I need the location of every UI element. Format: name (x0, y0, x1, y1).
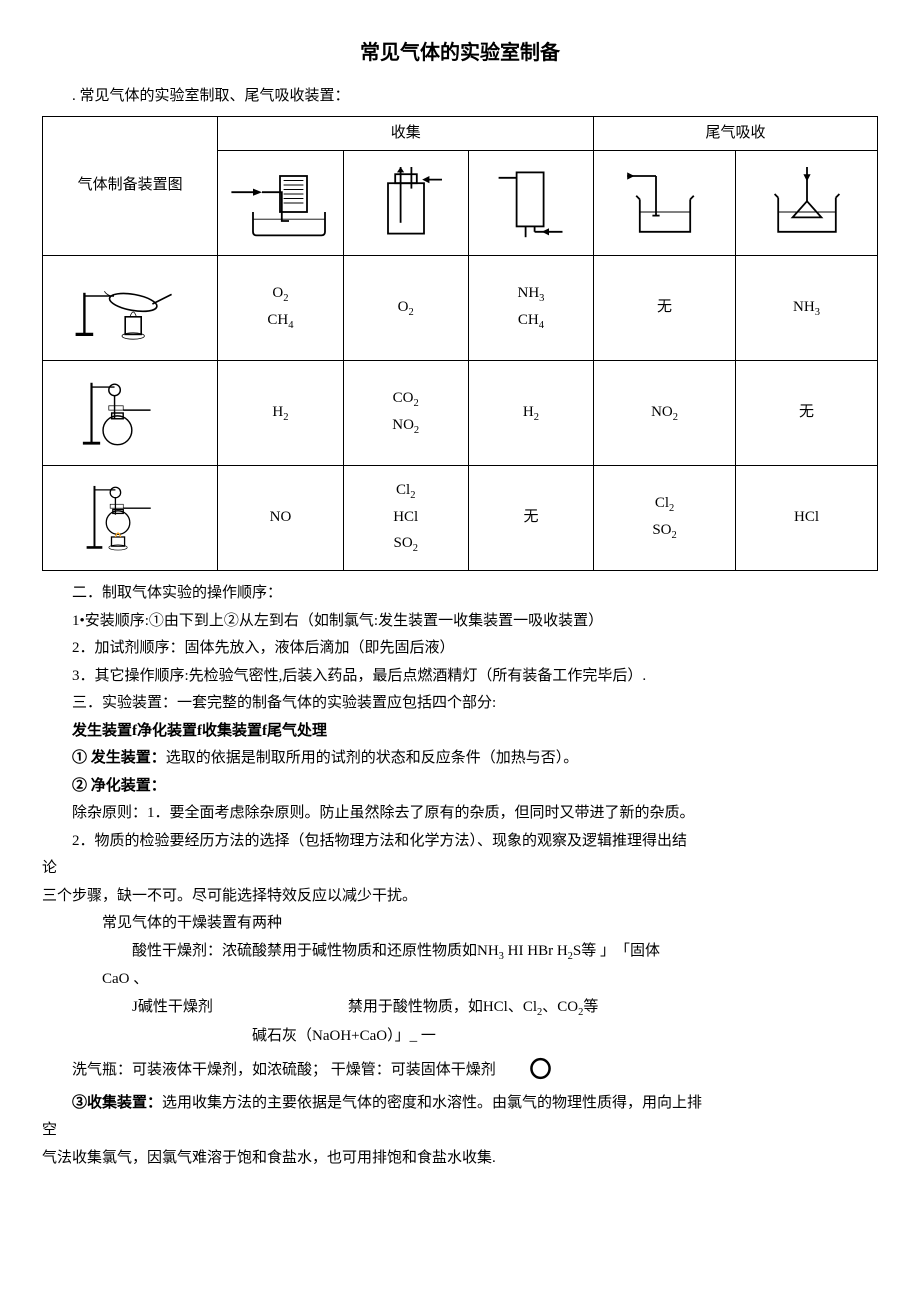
sec3-3-label: ③收集装置： (72, 1095, 162, 1111)
dry-l4-text: 洗气瓶：可装液体干燥剂，如浓硫酸； 干燥管：可装固体干燥剂 (72, 1062, 500, 1078)
header-collect: 收集 (218, 116, 594, 151)
sec2-line3: 3．其它操作顺序:先检验气密性,后装入药品，最后点燃酒精灯（所有装备工作完毕后）… (42, 664, 878, 690)
table-row: H2 CO2NO2 H2 NO2 无 (43, 361, 878, 466)
sec3-2-p1: 除杂原则：1．要全面考虑除杂原则。防止虽然除去了原有的杂质，但同时又带进了新的杂… (42, 801, 878, 827)
bottle-down-icon (473, 167, 589, 239)
dry-title: 常见气体的干燥装置有两种 (42, 911, 878, 937)
dry-l1-text: 酸性干燥剂：浓硫酸禁用于碱性物质和还原性物质如NH3 HI HBr H2S等 」… (132, 943, 660, 959)
diagram-bottle-down (468, 151, 593, 256)
table-cell: 无 (736, 361, 878, 466)
dry-l1b: CaO 、 (42, 967, 878, 993)
apparatus-funnel-flask-heat (43, 466, 218, 571)
tail-funnel-icon (740, 167, 873, 239)
cell-text: NH3CH4 (518, 285, 545, 328)
header-tail: 尾气吸收 (594, 116, 878, 151)
cell-text: Cl2SO2 (652, 495, 676, 538)
diagram-tail-funnel (736, 151, 878, 256)
table-cell: 无 (468, 466, 593, 571)
cell-text: H2 (272, 404, 288, 420)
cell-text: Cl2HClSO2 (393, 482, 418, 550)
dry-l3: 碱石灰（NaOH+CaO）」_ 一 (42, 1024, 878, 1050)
tail-beaker-icon (598, 167, 731, 239)
dry-l2: J碱性干燥剂 禁用于酸性物质，如HCl、Cl2、CO2等 (42, 995, 878, 1022)
table-cell: H2 (218, 361, 343, 466)
sec3-2-label: ② 净化装置： (42, 774, 878, 800)
diagram-tail-beaker (594, 151, 736, 256)
table-cell: NO2 (594, 361, 736, 466)
table-cell: Cl2HClSO2 (343, 466, 468, 571)
table-cell: NO (218, 466, 343, 571)
cell-text: CO2NO2 (392, 390, 419, 433)
apparatus-funnel-flask (43, 361, 218, 466)
apparatus-heat-solid (43, 256, 218, 361)
sec3-flow: 发生装置f净化装置f收集装置f尾气处理 (42, 719, 878, 745)
funnel-flask-heat-icon (47, 482, 213, 554)
water-collection-icon (222, 167, 338, 239)
sec3-1: ① 发生装置：选取的依据是制取所用的试剂的状态和反应条件（加热与否）。 (42, 746, 878, 772)
table-cell: HCl (736, 466, 878, 571)
table-cell: Cl2SO2 (594, 466, 736, 571)
cell-text: O2 (398, 299, 414, 315)
circle-icon: 〇 (500, 1051, 552, 1088)
heat-solid-icon (47, 272, 213, 344)
cell-text: H2 (523, 404, 539, 420)
sec3-2-p2b: 论 (42, 856, 878, 882)
table-header-row: 气体制备装置图 收集 尾气吸收 (43, 116, 878, 151)
intro-text: . 常见气体的实验室制取、尾气吸收装置： (42, 84, 878, 110)
sec3-1-text: 选取的依据是制取所用的试剂的状态和反应条件（加热与否）。 (166, 750, 579, 766)
table-row: O2CH4 O2 NH3CH4 无 NH3 (43, 256, 878, 361)
table-cell: NH3CH4 (468, 256, 593, 361)
table-cell: CO2NO2 (343, 361, 468, 466)
table-cell: 无 (594, 256, 736, 361)
cell-text: NO2 (651, 404, 678, 420)
table-cell: NH3 (736, 256, 878, 361)
sec3-3-textb: 空 (42, 1118, 878, 1144)
sec3-3-texta: 选用收集方法的主要依据是气体的密度和水溶性。由氯气的物理性质得，用向上排 (162, 1095, 702, 1111)
sec2-line2: 2．加试剂顺序：固体先放入，液体后滴加（即先固后液） (42, 636, 878, 662)
cell-text: NH3 (793, 299, 820, 315)
sec2-title: 二．制取气体实验的操作顺序： (42, 581, 878, 607)
dry-l1: 酸性干燥剂：浓硫酸禁用于碱性物质和还原性物质如NH3 HI HBr H2S等 」… (42, 939, 878, 966)
sec3-2-p2a: 2．物质的检验要经历方法的选择（包括物理方法和化学方法）、现象的观察及逻辑推理得… (42, 829, 878, 855)
dry-l4: 洗气瓶：可装液体干燥剂，如浓硫酸； 干燥管：可装固体干燥剂 〇 (42, 1051, 878, 1088)
sec3-2-p3: 三个步骤，缺一不可。尽可能选择特效反应以减少干扰。 (42, 884, 878, 910)
bottle-up-icon (348, 167, 464, 239)
diagram-water-collection (218, 151, 343, 256)
gas-apparatus-table: 气体制备装置图 收集 尾气吸收 (42, 116, 878, 572)
dry-l2-text: J碱性干燥剂 禁用于酸性物质，如HCl、Cl2、CO2等 (132, 999, 598, 1015)
table-cell: O2CH4 (218, 256, 343, 361)
table-cell: H2 (468, 361, 593, 466)
header-apparatus: 气体制备装置图 (43, 116, 218, 256)
diagram-bottle-up (343, 151, 468, 256)
sec3-title: 三．实验装置：一套完整的制备气体的实验装置应包括四个部分: (42, 691, 878, 717)
sec2-line1: 1•安装顺序:①由下到上②从左到右（如制氯气:发生装置一收集装置一吸收装置） (42, 609, 878, 635)
sec3-3: ③收集装置：选用收集方法的主要依据是气体的密度和水溶性。由氯气的物理性质得，用向… (42, 1091, 878, 1117)
table-cell: O2 (343, 256, 468, 361)
table-row: NO Cl2HClSO2 无 Cl2SO2 HCl (43, 466, 878, 571)
sec3-1-label: ① 发生装置： (72, 750, 166, 766)
funnel-flask-icon (47, 377, 213, 449)
page-title: 常见气体的实验室制备 (42, 36, 878, 70)
cell-text: O2CH4 (267, 285, 293, 328)
sec3-3-textc: 气法收集氯气，因氯气难溶于饱和食盐水，也可用排饱和食盐水收集. (42, 1146, 878, 1172)
